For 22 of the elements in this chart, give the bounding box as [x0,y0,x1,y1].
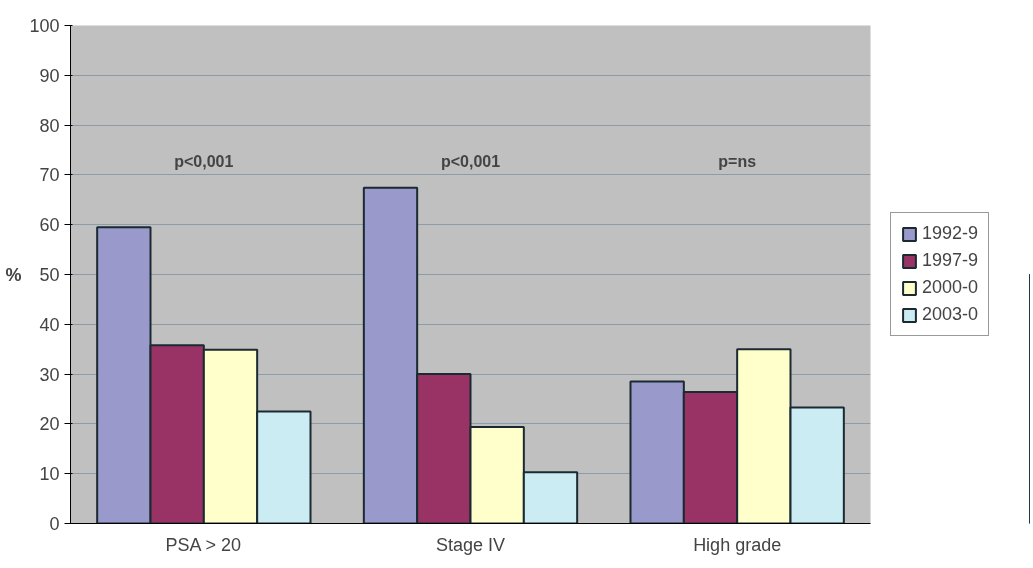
x-tick-label: PSA > 20 [165,534,242,555]
legend-label: 2003-0 [922,304,979,325]
y-axis-title: % [5,264,22,285]
y-tick-label: 40 [39,314,60,335]
y-tick-label: 60 [39,215,60,236]
y-tick-label: 30 [39,364,60,385]
legend-label: 1997-9 [922,250,979,271]
annotation: p<0,001 [440,152,501,170]
x-tick-label: Stage IV [435,534,506,555]
y-tick-label: 70 [39,165,60,186]
legend-label: 1992-9 [922,223,979,244]
x-tick-label: High grade [693,534,782,555]
annotation: p<0,001 [174,152,234,170]
y-tick-label: 10 [39,464,60,485]
y-tick-label: 0 [49,514,60,534]
y-tick-label: 50 [39,265,60,285]
y-tick-label: 20 [39,414,60,435]
legend-label: 2000-0 [922,277,979,298]
y-tick-label: 80 [39,115,60,136]
y-tick-label: 100 [29,16,60,36]
y-tick-label: 90 [39,65,60,86]
annotation: p=ns [718,152,757,170]
